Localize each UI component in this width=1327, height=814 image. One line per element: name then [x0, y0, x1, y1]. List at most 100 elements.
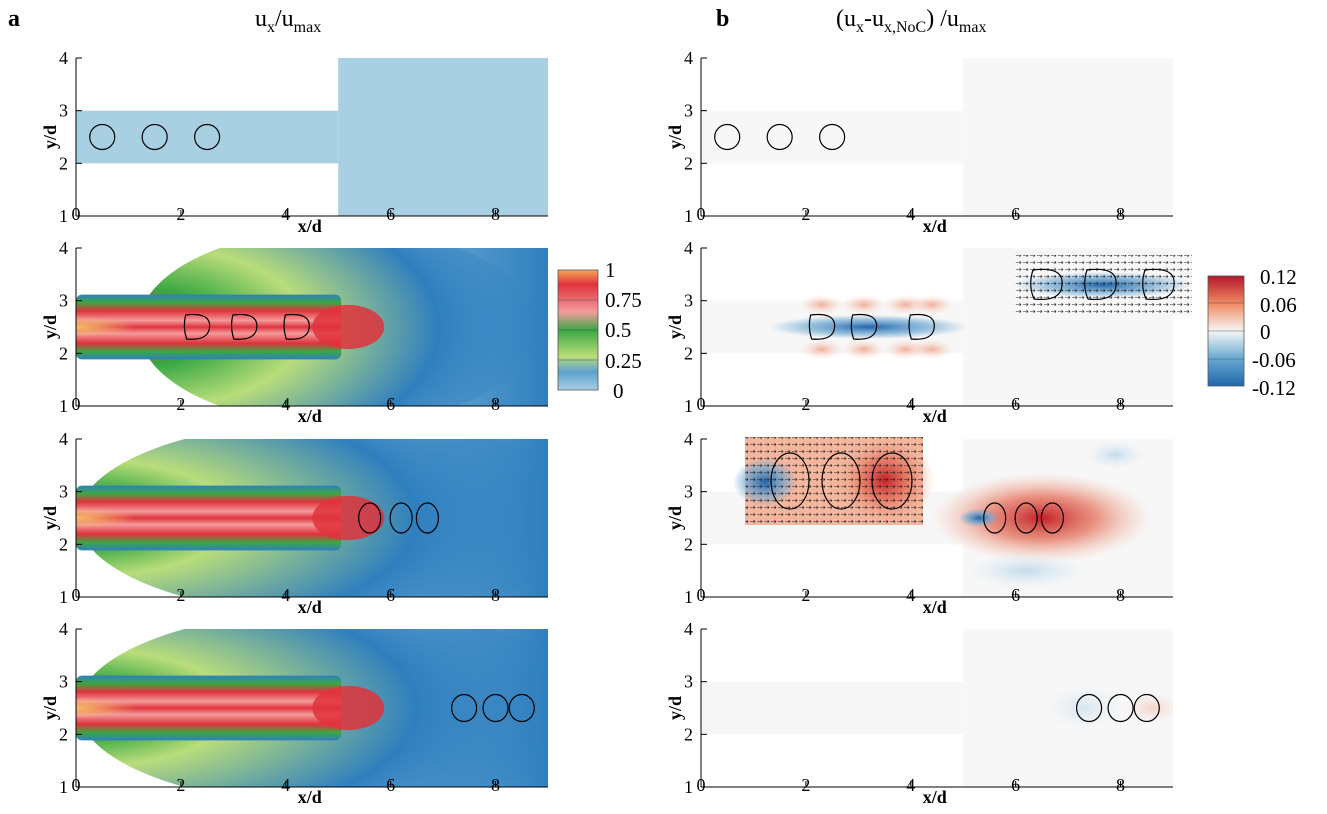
y-tick-label-0: 1: [684, 777, 693, 797]
x-tick-label-3: 6: [1011, 775, 1020, 795]
x-tick-label-3: 6: [1011, 394, 1020, 414]
jet-tip: [312, 685, 385, 731]
y-tick-label-2: 3: [684, 482, 693, 502]
x-tick-label-2: 4: [281, 775, 290, 795]
x-axis-label: x/d: [923, 406, 947, 426]
x-tick-label-2: 4: [281, 204, 290, 224]
y-axis-label: y/d: [665, 125, 685, 149]
neg-core: [768, 315, 969, 339]
y-axis-label: y/d: [40, 506, 60, 530]
y-tick-label-1: 2: [684, 153, 693, 173]
panel-a-3: 1 2 3 4 0 2 4 6 8 x/d y/d: [40, 429, 548, 617]
inset-droplet-2: [821, 452, 861, 510]
pos-lobe-top-0: [799, 294, 844, 315]
vector-inset: [733, 436, 935, 525]
x-tick-label-2: 4: [906, 585, 915, 605]
y-tick-label-0: 1: [684, 396, 693, 416]
field-a-2: [76, 248, 548, 406]
colorbar-a-tick-2: 0.5: [605, 318, 631, 342]
x-tick-label-3: 6: [1011, 204, 1020, 224]
neg-faint: [1043, 686, 1124, 730]
droplet-2: [389, 502, 413, 534]
channel-inlet: [76, 110, 339, 164]
x-axis-label: x/d: [923, 216, 947, 236]
panel-b-1: 1 2 3 4 0 2 4 6 8 x/d y/d: [665, 48, 1173, 236]
pos-faint: [1122, 692, 1173, 724]
inset-vectors: [745, 437, 923, 525]
panel-b-4: 1 2 3 4 0 2 4 6 8 x/d y/d: [665, 619, 1173, 807]
y-tick-label-3: 4: [684, 429, 693, 449]
x-tick-label-3: 6: [386, 394, 395, 414]
panel-a-2: 1 2 3 4 0 2 4 6 8 x/d y/d: [40, 238, 548, 426]
x-tick-label-1: 2: [176, 775, 185, 795]
y-axis-label: y/d: [40, 125, 60, 149]
inset-vectors: [1014, 255, 1192, 315]
y-tick-label-2: 3: [59, 291, 68, 311]
pos-lobe-bottom-3: [909, 339, 954, 360]
vector-inset: [1014, 255, 1192, 315]
droplet-3: [283, 313, 310, 340]
panel-a-title: ux/umax: [255, 6, 321, 36]
x-tick-label-4: 8: [1116, 775, 1125, 795]
colorbar-a-tick-1: 0.75: [605, 288, 642, 312]
colorbar-a-tick-3: 0.25: [605, 349, 642, 373]
panel-a-letter: a: [8, 6, 20, 32]
x-tick-label-1: 2: [801, 585, 810, 605]
panel-a-4: 1 2 3 4 0 2 4 6 8 x/d y/d: [40, 619, 548, 807]
x-tick-label-1: 2: [801, 775, 810, 795]
x-tick-label-2: 4: [906, 394, 915, 414]
y-tick-label-0: 1: [684, 587, 693, 607]
droplet-2: [1014, 502, 1038, 534]
field-a-4: [76, 629, 548, 787]
colorbar-a-tick-0: 1: [605, 258, 616, 282]
x-tick-label-4: 8: [491, 204, 500, 224]
y-tick-label-1: 2: [59, 534, 68, 554]
x-tick-label-1: 2: [801, 394, 810, 414]
panel-b-title: (ux-ux,NoC) /umax: [836, 6, 986, 36]
x-axis-label: x/d: [923, 597, 947, 617]
channel-outlet: [963, 58, 1173, 216]
y-tick-label-2: 3: [59, 101, 68, 121]
droplet-2: [230, 313, 258, 340]
droplet-2: [850, 313, 878, 340]
jet-tip: [312, 495, 385, 541]
y-tick-label-3: 4: [684, 48, 693, 68]
y-axis-label: y/d: [40, 315, 60, 339]
x-axis-label: x/d: [298, 216, 322, 236]
x-tick-label-2: 4: [281, 394, 290, 414]
droplet-3: [1040, 502, 1064, 534]
inset-droplet-3: [871, 452, 913, 510]
y-tick-label-3: 4: [59, 238, 68, 258]
jet-tip: [312, 304, 385, 350]
x-tick-label-2: 4: [906, 204, 915, 224]
droplet-1: [1075, 693, 1103, 723]
droplet-3: [908, 313, 935, 340]
x-tick-label-3: 6: [386, 775, 395, 795]
y-tick-label-3: 4: [59, 619, 68, 639]
field-a-3: [76, 439, 548, 597]
neg-lobe-top: [1085, 440, 1146, 469]
inset-droplet-2: [1084, 268, 1117, 301]
x-tick-label-4: 8: [491, 775, 500, 795]
x-tick-label-0: 0: [697, 204, 706, 224]
y-tick-label-2: 3: [684, 672, 693, 692]
x-tick-label-1: 2: [176, 394, 185, 414]
neg-lobe-bottom: [966, 552, 1087, 589]
x-tick-label-0: 0: [72, 394, 81, 414]
colorbar-b-tick-4: -0.12: [1252, 376, 1296, 400]
y-tick-label-2: 3: [684, 291, 693, 311]
x-tick-label-0: 0: [72, 585, 81, 605]
droplet-1: [89, 123, 116, 151]
y-tick-label-3: 4: [59, 429, 68, 449]
droplet-2: [141, 123, 168, 151]
y-axis-label: y/d: [665, 315, 685, 339]
x-tick-label-0: 0: [72, 204, 81, 224]
colorbar-b-tick-2: 0: [1260, 320, 1271, 344]
colorbar-b: 0.12 0.06 0 -0.06 -0.12: [1207, 265, 1297, 400]
channel-outlet: [338, 58, 548, 216]
x-axis-label: x/d: [923, 787, 947, 807]
droplet-1: [183, 313, 211, 340]
droplet-1: [983, 502, 1007, 534]
x-tick-label-4: 8: [1116, 204, 1125, 224]
x-tick-label-4: 8: [491, 585, 500, 605]
